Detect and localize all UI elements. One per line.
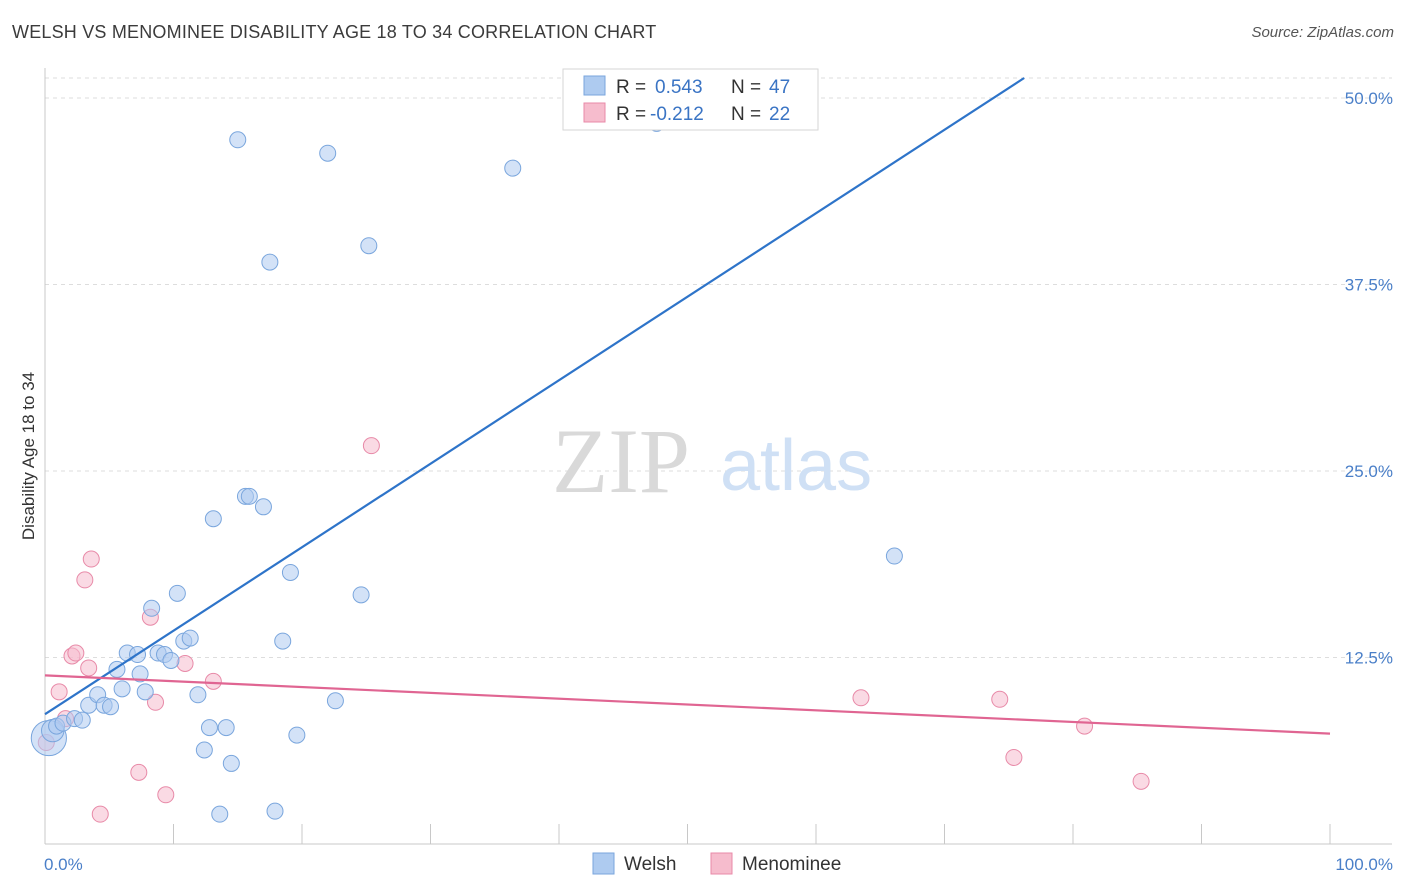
bottom-legend-swatch-menominee [710,852,733,875]
menominee-point [1005,748,1023,766]
welsh-point [73,711,91,729]
legend-menominee-r-label: R = [616,104,646,125]
welsh-point [229,131,247,149]
y-tick-label: 50.0% [1345,89,1393,108]
welsh-point [240,487,258,505]
menominee-point [80,659,98,677]
welsh-point [217,719,235,737]
menominee-point [991,690,1009,708]
watermark-zip: ZIP [552,410,690,512]
bottom-legend-welsh: Welsh [624,854,676,875]
welsh-point [261,253,279,271]
menominee-point [852,689,870,707]
chart-title: WELSH VS MENOMINEE DISABILITY AGE 18 TO … [12,22,657,42]
trend-lines [44,77,1331,735]
watermark: ZIP atlas [552,410,872,512]
menominee-point [130,763,148,781]
welsh-point [168,584,186,602]
welsh-point [131,665,149,683]
legend-swatch-menominee [583,102,606,123]
menominee-point [176,654,194,672]
welsh-point [319,144,337,162]
y-tick-label: 37.5% [1345,276,1393,295]
welsh-point [288,726,306,744]
menominee-point [67,644,85,662]
menominee-point [362,437,380,455]
menominee-point [1076,717,1094,735]
legend-welsh-r-value: 0.543 [655,77,703,98]
x-tick-labels: 0.0% 100.0% [44,855,1393,874]
bottom-legend-menominee: Menominee [742,854,841,875]
y-tick-labels: 12.5% 25.0% 37.5% 50.0% [1345,89,1393,668]
menominee-point [91,805,109,823]
welsh-point [200,719,218,737]
bottom-legend-swatch-welsh [592,852,615,875]
welsh-point [204,510,222,528]
bottom-legend: Welsh Menominee [592,852,841,875]
menominee-point [204,672,222,690]
welsh-point [281,563,299,581]
menominee-point [82,550,100,568]
menominee-point [147,693,165,711]
menominee-trend-line [44,674,1331,735]
welsh-point [102,698,120,716]
welsh-point [360,237,378,255]
x-tick-label: 100.0% [1335,855,1393,874]
y-tick-label: 12.5% [1345,649,1393,668]
welsh-point [136,683,154,701]
welsh-point [254,498,272,516]
top-legend: R = 0.543 N = 47 R = -0.212 N = 22 [562,68,819,131]
welsh-point [181,629,199,647]
welsh-point [274,632,292,650]
welsh-point [162,651,180,669]
legend-welsh-n-label: N = [731,77,761,98]
welsh-point [222,754,240,772]
menominee-point [76,571,94,589]
welsh-point [326,692,344,710]
legend-menominee-r-value: -0.212 [650,104,704,125]
menominee-point [1132,772,1150,790]
source-label: Source: ZipAtlas.com [1251,24,1394,41]
legend-menominee-n-value: 22 [769,104,790,125]
menominee-point [157,786,175,804]
legend-welsh-n-value: 47 [769,77,790,98]
x-tick-label: 0.0% [44,855,83,874]
welsh-point [352,586,370,604]
welsh-point [143,599,161,617]
welsh-point [211,805,229,823]
watermark-atlas: atlas [720,426,872,506]
menominee-point [50,683,68,701]
legend-swatch-welsh [583,75,606,96]
welsh-point [113,680,131,698]
welsh-point [266,802,284,820]
welsh-point [885,547,903,565]
axes [44,68,1392,845]
y-axis-label: Disability Age 18 to 34 [19,372,38,540]
legend-welsh-r-label: R = [616,77,646,98]
welsh-point [504,159,522,177]
y-tick-label: 25.0% [1345,462,1393,481]
grid-lines [45,77,1392,658]
welsh-point [195,741,213,759]
legend-menominee-n-label: N = [731,104,761,125]
welsh-trend-line [44,77,1025,716]
welsh-point [189,686,207,704]
